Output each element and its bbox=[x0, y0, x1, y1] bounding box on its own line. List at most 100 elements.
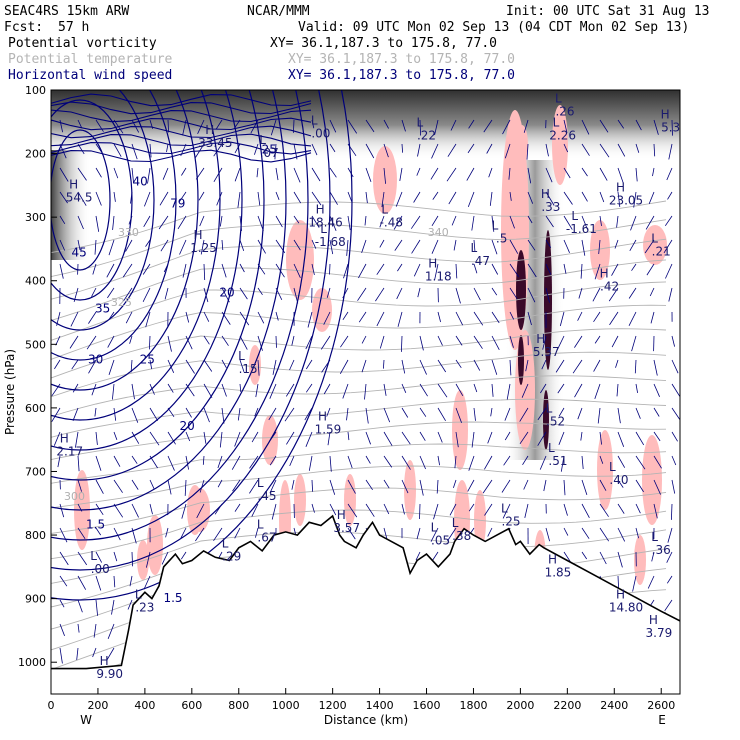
wind-vector bbox=[323, 383, 331, 395]
wind-vector bbox=[329, 215, 337, 231]
wind-vector bbox=[545, 167, 553, 183]
wind-vector bbox=[91, 383, 97, 396]
wind-vector bbox=[664, 599, 673, 612]
wind-vector bbox=[653, 143, 656, 157]
wind-vector bbox=[415, 551, 421, 561]
wind-vector bbox=[379, 335, 385, 349]
wind-vector bbox=[239, 239, 245, 252]
extremum-value: -1.68 bbox=[315, 235, 346, 249]
y-tick-label: 700 bbox=[25, 465, 46, 478]
wind-vector bbox=[200, 239, 205, 255]
wind-vector bbox=[149, 431, 160, 446]
x-tick-label: 1600 bbox=[413, 699, 441, 712]
wind-vector bbox=[305, 383, 313, 393]
positive-pv-areas bbox=[74, 105, 667, 590]
wind-vector bbox=[215, 119, 223, 130]
extremum-value: .42 bbox=[600, 279, 619, 293]
wind-vector bbox=[59, 119, 63, 133]
wind-vector bbox=[77, 239, 81, 250]
wind-vector bbox=[417, 287, 421, 298]
wind-vector bbox=[88, 359, 97, 374]
extremum-value: 54.5 bbox=[66, 190, 93, 204]
y-tick-label: 100 bbox=[25, 84, 46, 97]
wind-vector bbox=[203, 335, 210, 345]
wind-vector bbox=[88, 311, 97, 324]
terrain-line bbox=[51, 514, 680, 670]
x-tick-label: 1200 bbox=[319, 699, 347, 712]
wind-vector bbox=[599, 527, 610, 542]
wind-vector bbox=[563, 215, 573, 230]
wind-vector bbox=[451, 215, 457, 226]
wind-vector bbox=[358, 263, 367, 279]
wind-vector bbox=[365, 143, 375, 159]
wind-vector bbox=[347, 479, 356, 494]
wind-vector bbox=[653, 503, 658, 519]
high-marker: H bbox=[318, 409, 327, 423]
extremum-value: .45 bbox=[257, 489, 276, 503]
theta-contour bbox=[51, 259, 667, 321]
wind-vector bbox=[663, 239, 673, 254]
field-name-pv: Potential vorticity bbox=[8, 36, 157, 51]
wind-vector bbox=[284, 407, 295, 422]
wind-vector bbox=[667, 191, 673, 200]
wind-vector bbox=[92, 263, 97, 275]
wind-vector bbox=[490, 407, 493, 417]
wind-vector bbox=[219, 215, 223, 227]
wind-vector bbox=[113, 167, 119, 179]
wind-vectors bbox=[51, 119, 680, 664]
extremum-value: .33 bbox=[541, 200, 560, 214]
wind-vector bbox=[455, 383, 464, 396]
wind-vector bbox=[593, 359, 601, 372]
wind-vector bbox=[365, 191, 368, 204]
wind-vector bbox=[487, 527, 493, 537]
wind-vector bbox=[617, 479, 624, 488]
wind-vector bbox=[275, 239, 286, 254]
wind-vector bbox=[502, 503, 511, 519]
theta-contour bbox=[51, 487, 667, 534]
wind-vector bbox=[221, 359, 227, 368]
wind-vector bbox=[361, 335, 367, 344]
wind-vector bbox=[484, 503, 493, 516]
wind-vector bbox=[95, 215, 100, 232]
y-tick-label: 200 bbox=[25, 148, 46, 161]
high-marker: H bbox=[649, 613, 658, 627]
wind-vector bbox=[239, 287, 248, 300]
wind-speed-contours bbox=[51, 90, 353, 601]
wind-vector bbox=[149, 479, 155, 490]
low-marker: L bbox=[381, 203, 388, 217]
wind-vector bbox=[617, 527, 626, 542]
wind-vector bbox=[558, 407, 565, 417]
pv-area bbox=[590, 220, 610, 280]
wind-vector bbox=[257, 215, 264, 232]
wind-vector bbox=[320, 335, 331, 350]
wind-vector bbox=[491, 263, 499, 275]
high-low-labels: H54.5H33.45L.00L.22L-.48H1.25H18.46L-1.6… bbox=[56, 91, 680, 681]
wind-vector bbox=[185, 455, 189, 470]
wind-vector bbox=[635, 167, 638, 182]
wind-vector bbox=[293, 215, 300, 224]
theta-contour bbox=[51, 509, 667, 560]
wind-vector bbox=[221, 287, 230, 303]
wind-vector bbox=[199, 215, 205, 227]
wind-vector bbox=[473, 287, 481, 301]
wind-vector bbox=[599, 479, 607, 491]
wind-vector bbox=[592, 287, 601, 302]
wind-vector bbox=[94, 239, 97, 255]
y-axis-label: Pressure (hPa) bbox=[3, 349, 17, 435]
wind-vector bbox=[453, 239, 457, 251]
y-tick-label: 400 bbox=[25, 275, 46, 288]
wind-vector bbox=[473, 407, 476, 421]
wind-vector bbox=[521, 383, 529, 398]
wind-vector bbox=[347, 455, 353, 469]
wind-vector bbox=[311, 143, 318, 156]
wind-vector bbox=[311, 263, 315, 275]
wind-vector bbox=[653, 119, 659, 135]
wind-vector bbox=[395, 191, 403, 207]
wind-vector bbox=[239, 383, 242, 393]
extremum-value: .52 bbox=[546, 415, 565, 429]
wind-vector bbox=[219, 431, 223, 448]
wind-vector bbox=[108, 239, 115, 256]
wind-vector bbox=[167, 431, 176, 445]
wind-vector bbox=[160, 239, 169, 252]
